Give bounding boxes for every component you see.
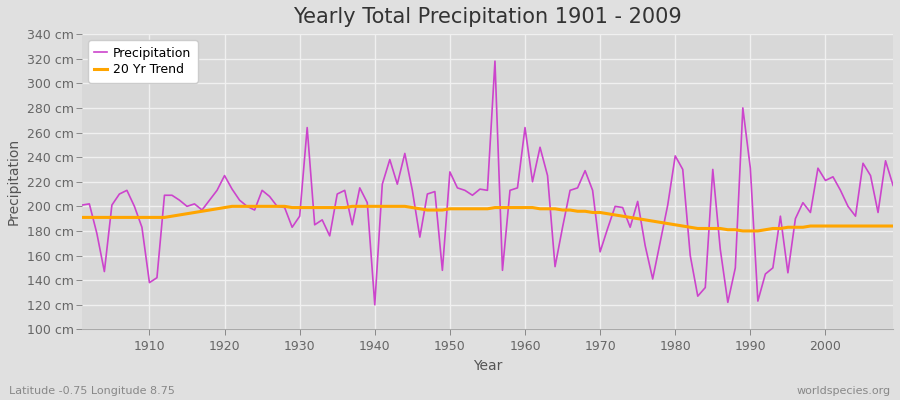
Precipitation bbox=[490, 59, 500, 64]
Line: 20 Yr Trend: 20 Yr Trend bbox=[82, 206, 893, 231]
Text: Latitude -0.75 Longitude 8.75: Latitude -0.75 Longitude 8.75 bbox=[9, 386, 175, 396]
20 Yr Trend bbox=[617, 214, 628, 218]
20 Yr Trend bbox=[227, 204, 238, 209]
Line: Precipitation: Precipitation bbox=[82, 61, 893, 305]
Precipitation bbox=[346, 222, 357, 227]
Precipitation bbox=[527, 179, 538, 184]
Title: Yearly Total Precipitation 1901 - 2009: Yearly Total Precipitation 1901 - 2009 bbox=[293, 7, 682, 27]
Precipitation bbox=[625, 225, 635, 230]
20 Yr Trend bbox=[310, 205, 320, 210]
20 Yr Trend bbox=[527, 205, 538, 210]
Text: worldspecies.org: worldspecies.org bbox=[796, 386, 891, 396]
20 Yr Trend bbox=[137, 215, 148, 220]
20 Yr Trend bbox=[76, 215, 87, 220]
Y-axis label: Precipitation: Precipitation bbox=[7, 138, 21, 225]
Precipitation bbox=[369, 302, 380, 307]
Precipitation bbox=[302, 125, 312, 130]
Legend: Precipitation, 20 Yr Trend: Precipitation, 20 Yr Trend bbox=[88, 40, 198, 82]
20 Yr Trend bbox=[737, 228, 748, 233]
Precipitation bbox=[887, 183, 898, 188]
X-axis label: Year: Year bbox=[472, 359, 502, 373]
20 Yr Trend bbox=[355, 204, 365, 209]
Precipitation bbox=[137, 225, 148, 230]
Precipitation bbox=[535, 145, 545, 150]
20 Yr Trend bbox=[519, 205, 530, 210]
Precipitation bbox=[76, 203, 87, 208]
20 Yr Trend bbox=[887, 224, 898, 228]
